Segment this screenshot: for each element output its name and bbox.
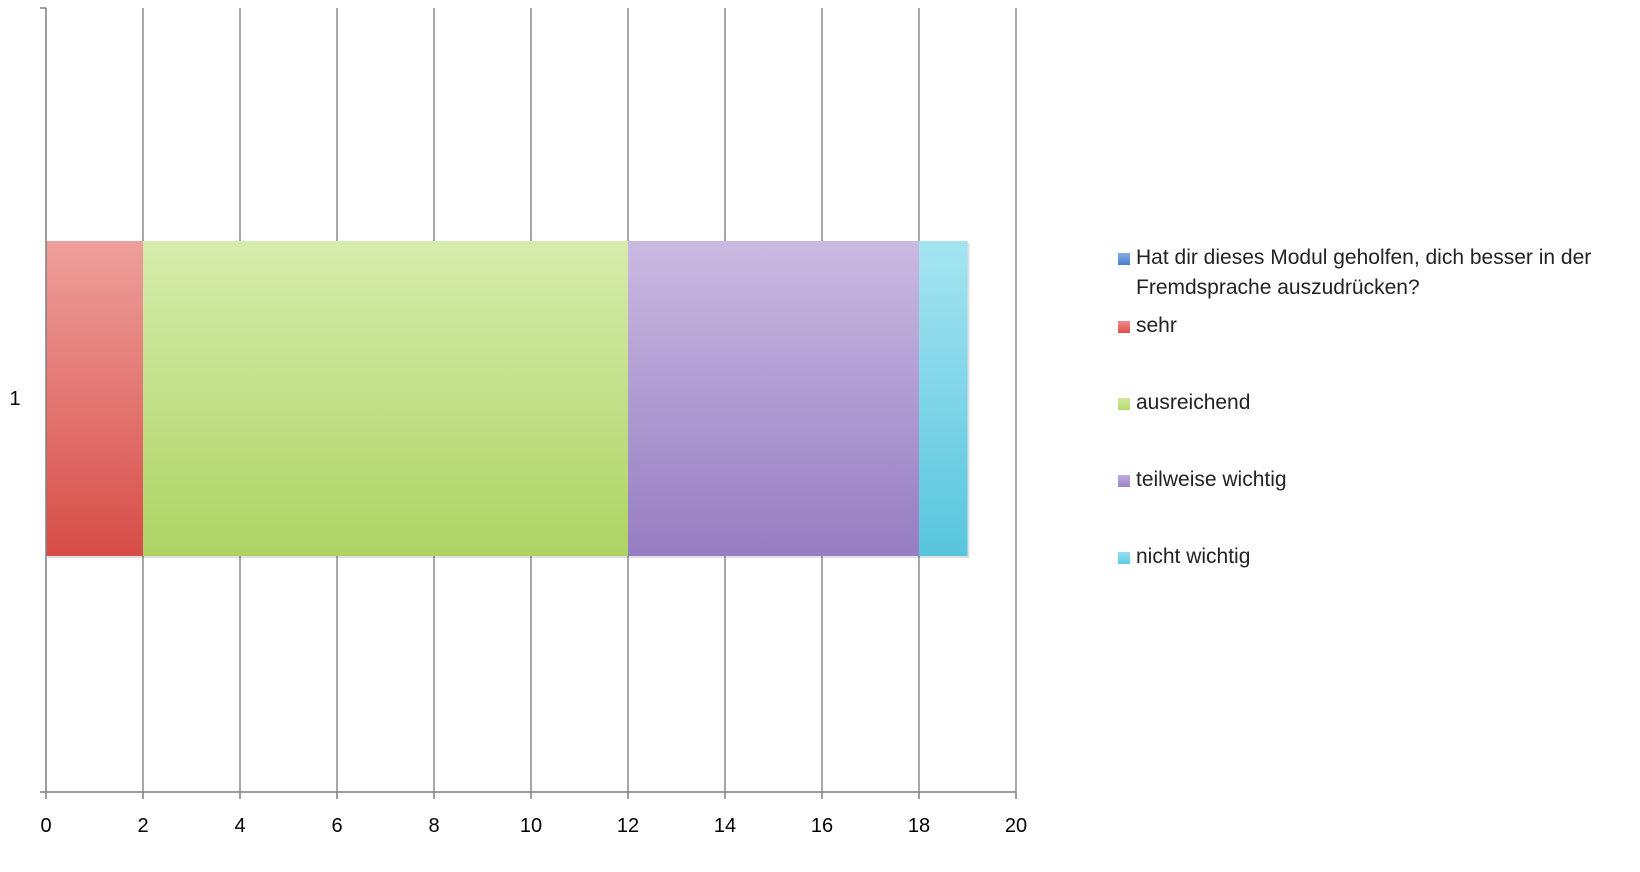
x-tick-label: 18 [908, 815, 930, 837]
bar-segment-teilweise-wichtig [628, 241, 919, 556]
legend-item: teilweise wichtig [1118, 465, 1636, 495]
legend-label: Hat dir dieses Modul geholfen, dich bess… [1136, 246, 1592, 299]
legend-swatch [1118, 475, 1130, 487]
legend-swatch [1118, 321, 1130, 333]
x-tick-labels: 0 2 4 6 8 10 12 14 16 18 20 [40, 815, 1027, 837]
x-tick-label: 8 [428, 815, 439, 837]
legend-label: ausreichend [1136, 391, 1251, 414]
legend-label: nicht wichtig [1136, 545, 1251, 568]
legend-item: sehr [1118, 311, 1636, 341]
legend-label: sehr [1136, 314, 1177, 337]
x-tick-label: 16 [811, 815, 833, 837]
x-tick-label: 20 [1005, 815, 1027, 837]
y-tick-label: 1 [9, 388, 20, 410]
x-tick-label: 12 [617, 815, 639, 837]
legend-item: Hat dir dieses Modul geholfen, dich bess… [1118, 243, 1636, 303]
x-tick-label: 10 [520, 815, 542, 837]
bar-segment-nicht-wichtig [919, 241, 968, 556]
x-tick-label: 6 [331, 815, 342, 837]
bar-segment-ausreichend [143, 241, 628, 556]
bar-segments [46, 241, 970, 558]
legend-label: teilweise wichtig [1136, 468, 1287, 491]
axes [40, 7, 1017, 799]
legend-item: ausreichend [1118, 388, 1636, 418]
y-tick-labels: 1 [9, 388, 20, 410]
x-tick-label: 4 [234, 815, 245, 837]
bar-segment-sehr [46, 241, 143, 556]
legend-swatch [1118, 398, 1130, 410]
x-tick-label: 0 [40, 815, 51, 837]
x-tick-label: 14 [714, 815, 736, 837]
legend-swatch [1118, 552, 1130, 564]
x-tick-label: 2 [137, 815, 148, 837]
legend-swatch [1118, 253, 1130, 265]
legend-item: nicht wichtig [1118, 542, 1636, 572]
